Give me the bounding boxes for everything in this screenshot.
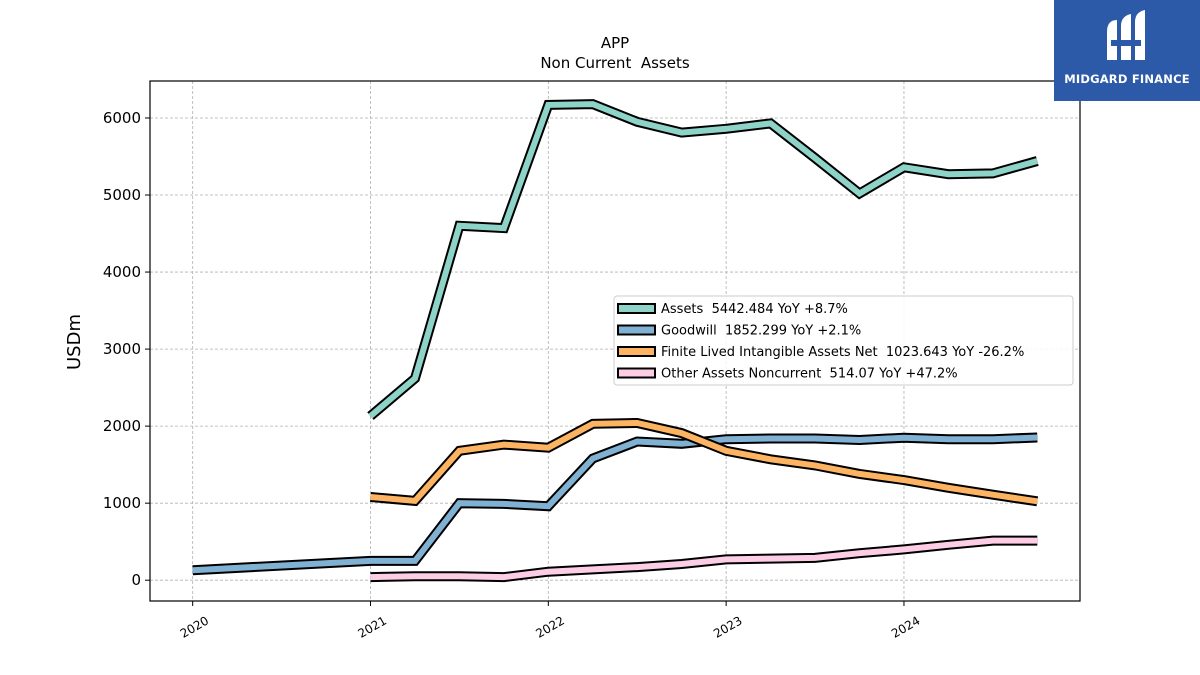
legend-swatch: [617, 367, 656, 379]
legend-label: Goodwill 1852.299 YoY +2.1%: [661, 324, 861, 339]
chart-subtitle: Non Current Assets: [540, 54, 690, 72]
series-line: [368, 101, 1039, 419]
x-tick-label: 2024: [889, 613, 922, 640]
midgard-logo-icon: [1107, 10, 1145, 60]
y-tick-label: 1000: [103, 494, 141, 512]
y-tick-label: 0: [131, 571, 141, 589]
legend-box: [613, 295, 1074, 386]
plot-frame: [149, 80, 1081, 602]
legend-swatch: [617, 303, 656, 314]
series-lines: [192, 99, 1039, 583]
x-tick-label: 2020: [178, 613, 211, 640]
brand-logo: MIDGARD FINANCE: [1054, 0, 1200, 101]
y-tick-label: 4000: [103, 263, 141, 281]
y-tick-label: 5000: [103, 186, 141, 204]
series-line: [370, 537, 1038, 581]
brand-name: MIDGARD FINANCE: [1064, 72, 1190, 86]
y-tick-label: 2000: [103, 417, 141, 435]
y-tick-label: 3000: [103, 340, 141, 358]
series-line: [370, 419, 1038, 505]
legend-label: Assets 5442.484 YoY +8.7%: [661, 302, 848, 317]
y-axis-label: USDm: [64, 314, 85, 370]
legend-swatch: [617, 346, 656, 357]
series-line: [192, 434, 1038, 574]
legend-label: Finite Lived Intangible Assets Net 1023.…: [661, 345, 1024, 360]
legend-label: Other Assets Noncurrent 514.07 YoY +47.2…: [661, 367, 958, 382]
x-tick-label: 2022: [533, 613, 566, 640]
legend-swatch: [617, 324, 656, 336]
x-tick-label: 2023: [711, 613, 744, 640]
chart-title: APP: [601, 34, 629, 52]
x-tick-label: 2021: [356, 613, 389, 640]
y-tick-label: 6000: [103, 109, 141, 127]
legend: Assets 5442.484 YoY +8.7% Goodwill 1852.2…: [613, 295, 1074, 386]
